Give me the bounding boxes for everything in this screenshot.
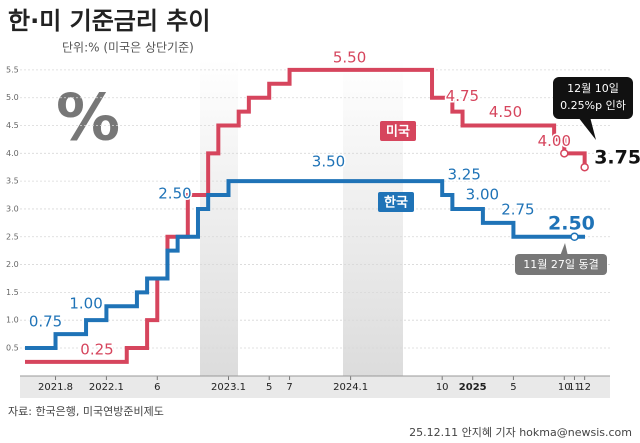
x-tick-label: 10: [436, 382, 449, 393]
x-tick-label: 5: [510, 382, 516, 393]
point-marker: [560, 149, 569, 158]
callout-box: [553, 77, 633, 119]
value-label: 1.00: [69, 295, 102, 313]
y-tick-label: 1.5: [6, 288, 19, 297]
shade-band: [200, 60, 238, 376]
shade-band: [343, 60, 403, 376]
callout-text: 0.25%p 인하: [560, 98, 626, 112]
x-tick-label: 2021.8: [38, 382, 73, 393]
point-marker: [580, 162, 589, 172]
x-tick-label: 6: [154, 382, 160, 393]
y-tick-label: 3.0: [6, 204, 19, 213]
credit: 25.12.11 안지혜 기자 hokma@newsis.com: [409, 426, 632, 439]
y-tick-label: 2.0: [6, 260, 19, 269]
value-label: 3.00: [466, 185, 499, 203]
x-tick-label: 2024.1: [333, 382, 368, 393]
point-marker: [570, 232, 579, 242]
x-tick-label: 11: [568, 382, 581, 393]
series-line: [25, 67, 587, 364]
y-tick-label: 4.0: [6, 149, 19, 158]
y-tick-label: 3.5: [6, 177, 19, 186]
value-label: 4.00: [538, 132, 571, 150]
callout-pointer: [578, 117, 596, 140]
y-tick-label: 5.0: [6, 93, 19, 102]
value-label: 4.75: [446, 87, 479, 105]
value-label: 3.25: [447, 166, 480, 184]
value-label: 3.75: [594, 147, 640, 169]
x-tick-label: 2023.1: [211, 382, 246, 393]
callout-text: 12월 10일: [567, 81, 619, 95]
y-tick-label: 5.5: [6, 65, 19, 74]
series-line: [25, 179, 585, 350]
legend-label: 한국: [384, 195, 408, 211]
callout-pointer: [560, 243, 568, 256]
y-tick-label: 1.0: [6, 316, 19, 325]
y-tick-label: 0.5: [6, 343, 19, 352]
x-tick-label: 10: [558, 382, 571, 393]
value-label: 4.50: [489, 103, 522, 121]
value-label: 0.25: [80, 340, 113, 358]
source: 자료: 한국은행, 미국연방준비제도: [8, 405, 164, 418]
value-label: 0.75: [29, 313, 62, 331]
value-label: 2.75: [501, 200, 534, 218]
x-tick-label: 2025: [459, 382, 487, 393]
legend-box: [380, 121, 416, 141]
x-axis-band: [20, 376, 610, 398]
x-tick-label: 2022.1: [89, 382, 124, 393]
value-label: 3.50: [312, 153, 345, 171]
x-tick-label: 12: [578, 382, 591, 393]
value-label: 5.50: [333, 48, 366, 66]
decoration: %: [56, 82, 120, 156]
legend-box: [378, 192, 414, 212]
chart-title: 한·미 기준금리 추이: [8, 7, 210, 35]
labels: 0.25 5.50 4.75 4.50 4.00 3.75 0.75 1.00 2.50 3.50…: [27, 47, 640, 360]
plot: [25, 67, 589, 364]
callout-text: 11월 27일 동결: [523, 257, 598, 271]
legend-label: 미국: [386, 124, 410, 140]
grid: 0.5 1.0 1.5 2.0 2.5 3.0 3.5 4.0 4.5 5.0 5.5 2021.8 2…: [6, 65, 610, 393]
x-tick-label: 5: [266, 382, 272, 393]
x-tick-label: 7: [286, 382, 292, 393]
y-tick-label: 4.5: [6, 121, 19, 130]
value-label: 2.50: [548, 212, 595, 234]
callout-box: [515, 254, 607, 275]
y-tick-label: 2.5: [6, 232, 19, 241]
subtitle: 단위:% (미국은 상단기준): [62, 41, 194, 55]
value-label: 2.50: [158, 184, 191, 202]
